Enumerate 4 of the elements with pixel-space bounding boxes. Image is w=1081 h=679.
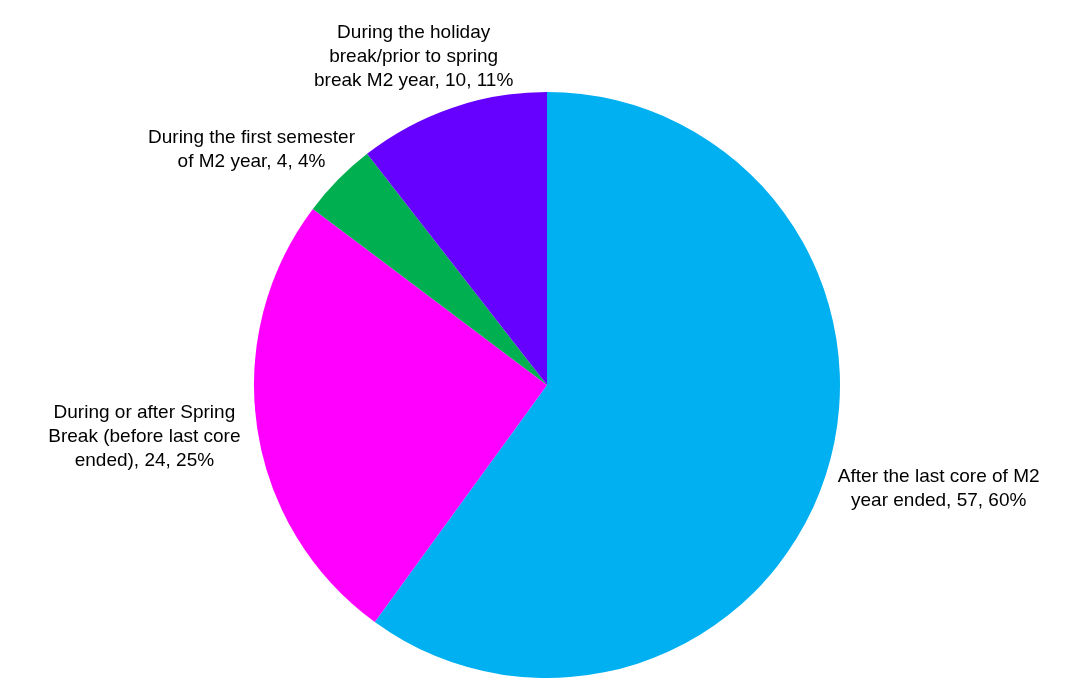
slice-label: During or after Spring Break (before last core ended), 24, 25%: [48, 400, 241, 470]
slice-label: After the last core of M2 year ended, 57, 60%: [837, 464, 1040, 510]
slice-label: During the holiday break/prior to spring break M2 year, 10, 11%: [314, 21, 514, 91]
slice-label: During the first semester of M2 year, 4, 4%: [148, 126, 356, 172]
